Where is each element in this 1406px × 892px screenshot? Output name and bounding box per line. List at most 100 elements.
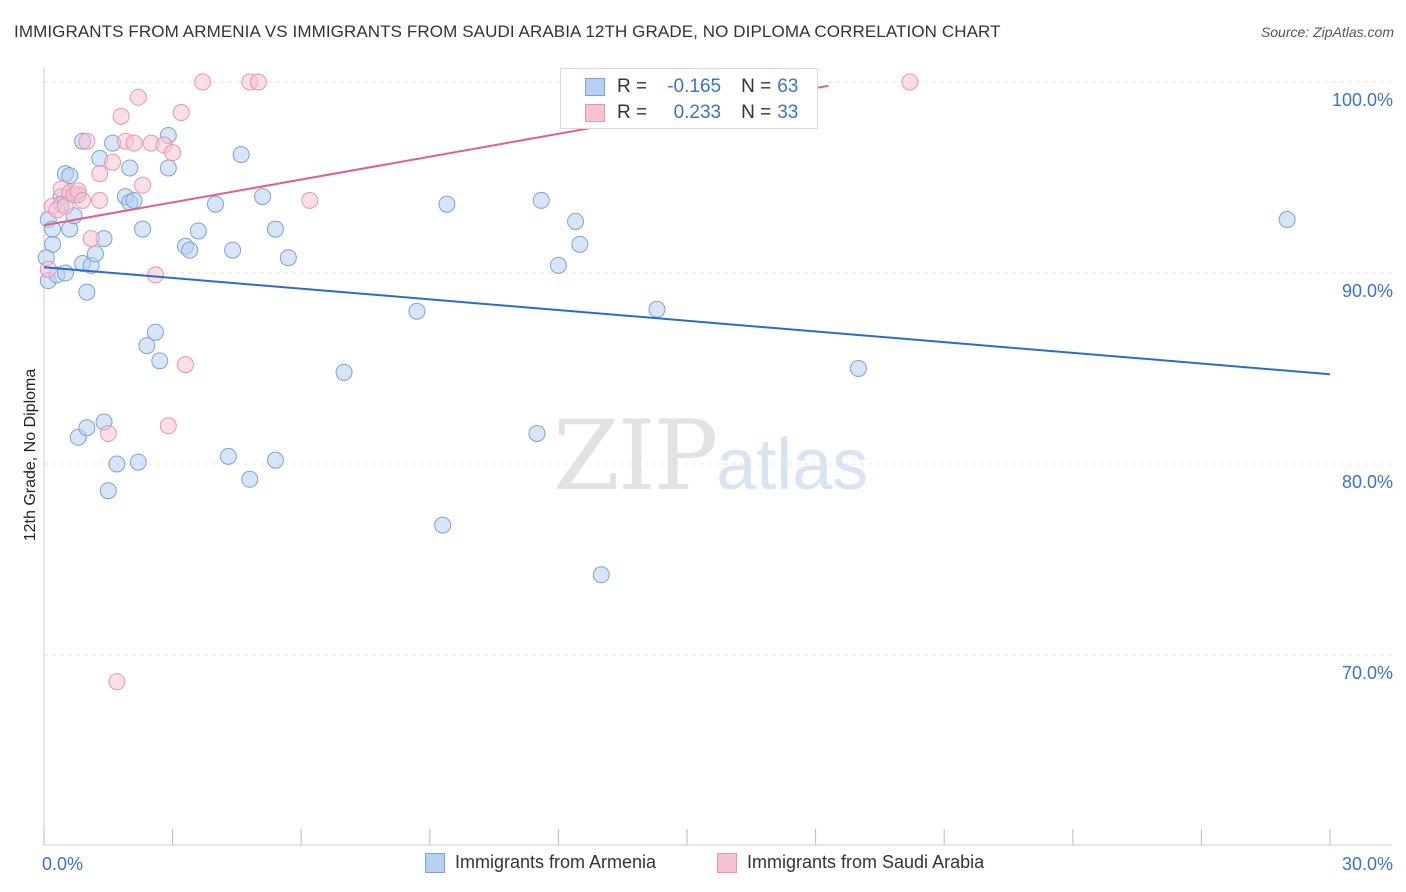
tick-labels: 70.0% 80.0% 90.0% 100.0% 0.0% 30.0% <box>42 90 1393 874</box>
armenia-point <box>849 360 867 377</box>
armenia-point <box>78 283 96 301</box>
armenia-point <box>434 516 452 534</box>
armenia-trend-line <box>43 266 1331 376</box>
armenia-point <box>224 241 242 259</box>
legend-n-label: N = <box>741 76 772 97</box>
gridlines <box>44 81 1392 656</box>
legend-r-value: -0.165 <box>667 76 722 97</box>
armenia-point <box>189 222 207 240</box>
armenia-point <box>266 451 284 469</box>
legend-swatch-armenia <box>425 852 445 873</box>
correlation-legend: R = -0.165 N = 63 R = 0.233 N = 33 <box>560 68 818 129</box>
armenia-point <box>56 264 74 282</box>
saudi-arabia-point <box>104 153 122 171</box>
trend-lines <box>43 84 1331 376</box>
legend-r-label: R = <box>617 76 648 97</box>
saudi-arabia-point <box>901 73 919 91</box>
saudi-arabia-point <box>112 107 130 125</box>
saudi-arabia-point <box>74 191 92 209</box>
armenia-point <box>125 191 143 209</box>
armenia-point <box>571 235 589 253</box>
armenia-point <box>532 191 550 209</box>
series-legend: Immigrants from Armenia Immigrants from … <box>0 852 1406 878</box>
source-label: Source: ZipAtlas.com <box>1260 24 1394 40</box>
legend-row-armenia: R = -0.165 N = 63 <box>585 75 798 99</box>
saudi-arabia-point <box>39 260 57 278</box>
armenia-point <box>219 447 237 465</box>
chart-title: IMMIGRANTS FROM ARMENIA VS IMMIGRANTS FR… <box>14 22 1001 41</box>
axes <box>43 67 1392 846</box>
legend-item-armenia[interactable]: Immigrants from Armenia <box>425 852 656 873</box>
armenia-point <box>1278 211 1296 229</box>
saudi-arabia-point <box>78 132 96 150</box>
saudi-arabia-point <box>134 176 152 194</box>
armenia-point <box>159 159 177 177</box>
y-tick-label: 90.0% <box>1342 281 1393 301</box>
legend-label-saudi-arabia: Immigrants from Saudi Arabia <box>747 852 985 872</box>
armenia-point <box>241 470 259 488</box>
armenia-point <box>151 352 169 370</box>
y-tick-label: 70.0% <box>1342 663 1393 683</box>
armenia-point <box>206 195 224 213</box>
armenia-point <box>266 220 284 238</box>
armenia-point <box>528 424 546 442</box>
armenia-point <box>61 167 79 185</box>
armenia-point <box>648 300 666 318</box>
armenia-point <box>86 245 104 263</box>
armenia-point <box>335 363 353 381</box>
y-tick-label: 100.0% <box>1332 90 1393 110</box>
armenia-point <box>279 249 297 267</box>
armenia-point <box>108 455 126 473</box>
armenia-point <box>254 188 272 206</box>
legend-n-value: 33 <box>777 102 799 123</box>
armenia-point <box>99 482 117 500</box>
armenia-point <box>567 212 585 230</box>
saudi-arabia-point <box>82 230 100 248</box>
legend-item-saudi-arabia[interactable]: Immigrants from Saudi Arabia <box>717 852 984 873</box>
legend-r-label: R = <box>617 102 648 123</box>
armenia-point <box>181 241 199 259</box>
legend-label-armenia: Immigrants from Armenia <box>455 852 657 872</box>
saudi-arabia-point <box>91 165 109 183</box>
armenia-point <box>78 419 96 437</box>
armenia-point <box>146 323 164 341</box>
armenia-point <box>592 566 610 584</box>
saudi-arabia-point <box>146 266 164 284</box>
legend-swatch-saudi-arabia <box>585 104 605 122</box>
saudi-arabia-point <box>176 356 194 374</box>
armenia-point <box>129 453 147 471</box>
armenia-point <box>232 146 250 164</box>
saudi-arabia-point <box>249 73 267 91</box>
x-tick-label: 30.0% <box>1342 854 1393 874</box>
armenia-point <box>138 337 156 355</box>
armenia-point <box>408 302 426 320</box>
y-tick-label: 80.0% <box>1342 472 1393 492</box>
legend-swatch-saudi-arabia <box>717 852 737 873</box>
legend-r-value: 0.233 <box>673 102 722 123</box>
saudi-arabia-point <box>301 191 319 209</box>
y-axis-label: 12th Grade, No Diploma <box>22 368 39 542</box>
armenia-point <box>549 256 567 274</box>
armenia-point <box>438 195 456 213</box>
saudi-arabia-point <box>194 73 212 91</box>
watermark: ZIPatlas <box>553 400 868 512</box>
saudi-arabia-point <box>108 673 126 691</box>
watermark-atlas: atlas <box>716 425 869 505</box>
saudi-arabia-point <box>172 104 190 122</box>
legend-row-saudi-arabia: R = 0.233 N = 33 <box>585 101 798 125</box>
saudi-arabia-point <box>159 417 177 435</box>
watermark-zip: ZIP <box>553 400 718 512</box>
saudi-arabia-point <box>91 191 109 209</box>
saudi-arabia-point <box>99 424 117 442</box>
saudi-arabia-point <box>125 134 143 152</box>
legend-swatch-armenia <box>585 78 605 96</box>
armenia-point <box>134 220 152 238</box>
armenia-point <box>121 159 139 177</box>
saudi-arabia-point <box>164 144 182 162</box>
legend-n-value: 63 <box>777 76 799 97</box>
saudi-arabia-point <box>129 88 147 106</box>
x-tick-label: 0.0% <box>42 854 83 874</box>
legend-n-label: N = <box>741 102 772 123</box>
saudi-arabia-points <box>39 73 919 691</box>
